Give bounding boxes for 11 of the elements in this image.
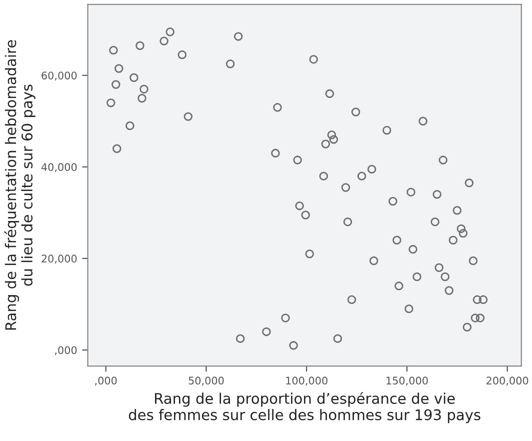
y-tick-label: 40,000 bbox=[41, 163, 77, 172]
x-tick-label: 50,000 bbox=[188, 376, 224, 386]
x-tick-label: ,000 bbox=[95, 376, 117, 386]
y-tick-label: 60,000 bbox=[42, 72, 77, 81]
y-tick-label: 20,000 bbox=[42, 254, 77, 264]
x-tick-label: 150,000 bbox=[386, 376, 428, 386]
x-tick-label: 100,000 bbox=[286, 376, 328, 386]
y-axis-title: Rang de la fréquentation hebdomadaire du lieu de culte sur 60 pays bbox=[4, 40, 36, 330]
x-axis-title: Rang de la proportion d’espérance de vie des femmes sur celle des hommes sur 193 pays bbox=[128, 392, 480, 424]
y-tick-label: ,000 bbox=[54, 346, 77, 356]
x-tick-label: 200,000 bbox=[486, 376, 528, 386]
